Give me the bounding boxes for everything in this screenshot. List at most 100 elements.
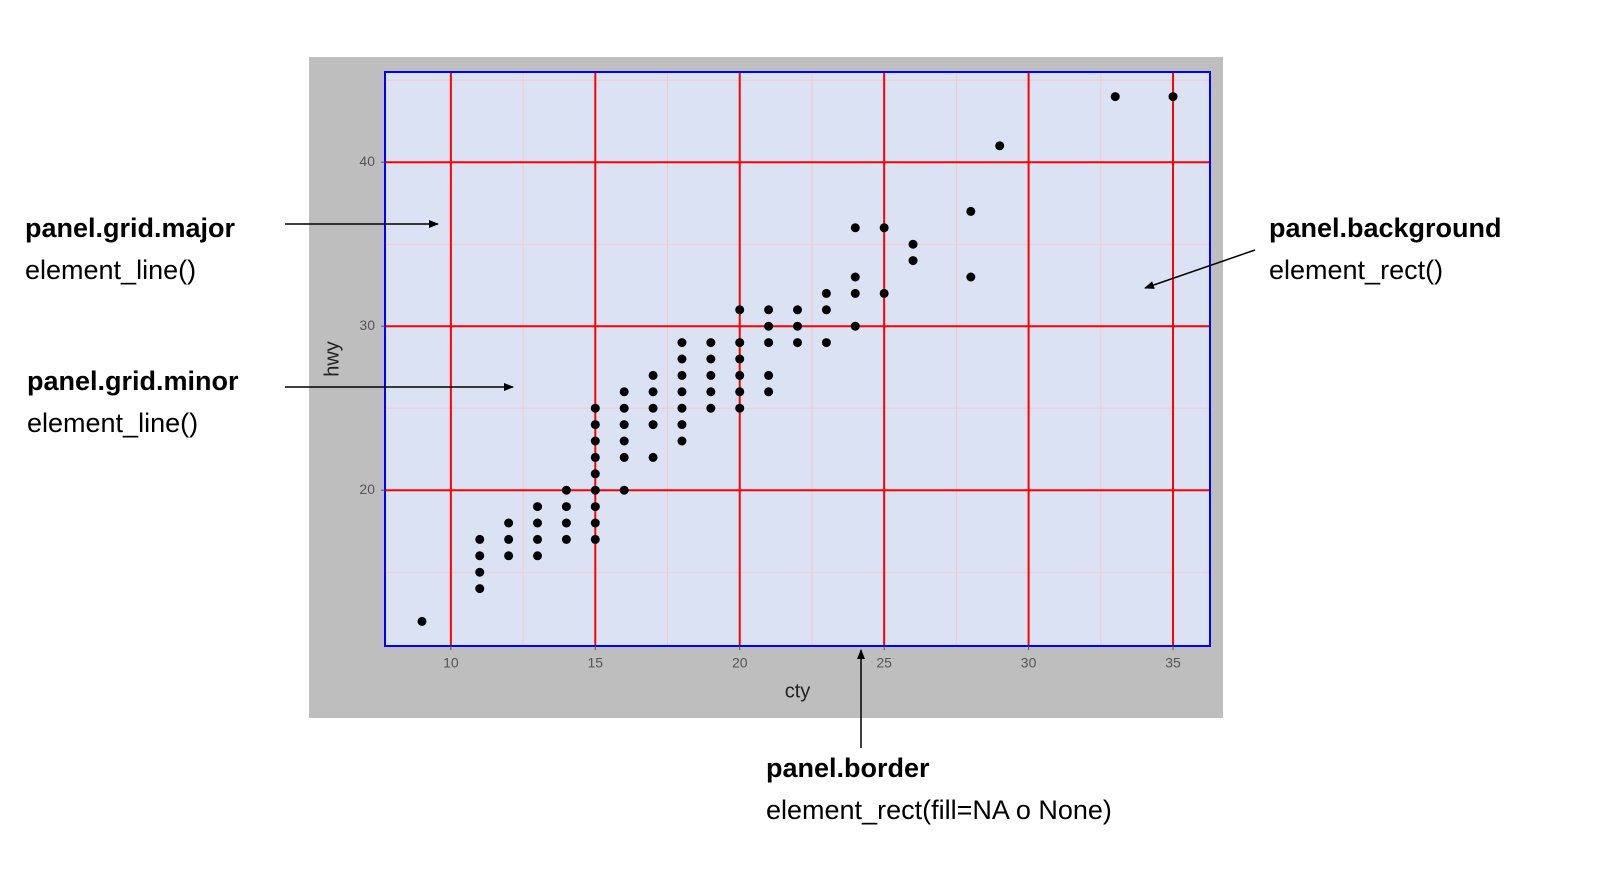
annotation-code: element_rect(fill=NA o None) [766,795,1112,825]
point [850,223,860,233]
point [966,272,976,282]
arrow [1144,249,1256,289]
point [706,387,716,397]
point [764,387,774,397]
point [677,387,687,397]
point [764,370,774,380]
point [590,502,600,512]
point [648,420,658,430]
point [533,534,543,544]
point [590,403,600,413]
annotation-label: panel.grid.minor [27,366,239,396]
point [764,321,774,331]
point [706,403,716,413]
x-tick-label: 10 [443,655,459,671]
annotation-label: panel.background [1269,213,1502,243]
point [677,338,687,348]
point [619,485,629,495]
point [417,616,427,626]
point [1110,92,1120,102]
point [590,485,600,495]
point [648,387,658,397]
annotation-code: element_rect() [1269,255,1443,285]
x-tick-label: 20 [732,655,748,671]
point [619,452,629,462]
point [677,436,687,446]
annotation-label: panel.border [766,753,930,783]
point [561,534,571,544]
panel-border [384,71,1211,647]
point [706,370,716,380]
point [735,305,745,315]
point [850,272,860,282]
point [677,354,687,364]
point [735,370,745,380]
x-tick-label: 25 [876,655,892,671]
y-axis-title: hwy [321,341,343,377]
point [821,338,831,348]
point [590,469,600,479]
annotation-label: panel.grid.major [25,213,236,243]
point [966,206,976,216]
point [504,534,514,544]
point [677,403,687,413]
point [735,354,745,364]
x-tick-label: 15 [588,655,604,671]
point [879,288,889,298]
point [561,518,571,528]
point [590,436,600,446]
annotation-code: element_line() [27,408,198,438]
point [648,452,658,462]
point [504,551,514,561]
point [706,338,716,348]
point [850,288,860,298]
point [793,321,802,331]
y-tick-label: 20 [359,481,375,497]
point [764,338,774,348]
point [475,534,485,544]
point [677,420,687,430]
point [908,256,918,266]
point [1168,92,1178,102]
point [619,387,629,397]
point [619,403,629,413]
point [821,288,831,298]
point [590,420,600,430]
point [648,403,658,413]
point [735,387,745,397]
point [475,567,485,577]
point [735,403,745,413]
y-tick-label: 40 [359,153,375,169]
point [533,518,543,528]
point [504,518,514,528]
point [735,338,745,348]
panel-background [385,72,1210,646]
point [590,452,600,462]
point [821,305,831,315]
point [475,551,485,561]
point [764,305,774,315]
point [793,305,802,315]
point [619,420,629,430]
point [619,436,629,446]
y-tick-label: 30 [359,317,375,333]
point [879,223,889,233]
point [995,141,1005,151]
x-tick-label: 35 [1165,655,1181,671]
annotation-code: element_line() [25,255,196,285]
point [677,370,687,380]
point [648,370,658,380]
point [533,551,543,561]
point [590,518,600,528]
point [793,338,802,348]
point [561,485,571,495]
point [561,502,571,512]
point [706,354,716,364]
point [908,239,918,249]
point [850,321,860,331]
x-axis-title: cty [785,680,811,702]
point [475,584,485,594]
x-tick-label: 30 [1021,655,1037,671]
